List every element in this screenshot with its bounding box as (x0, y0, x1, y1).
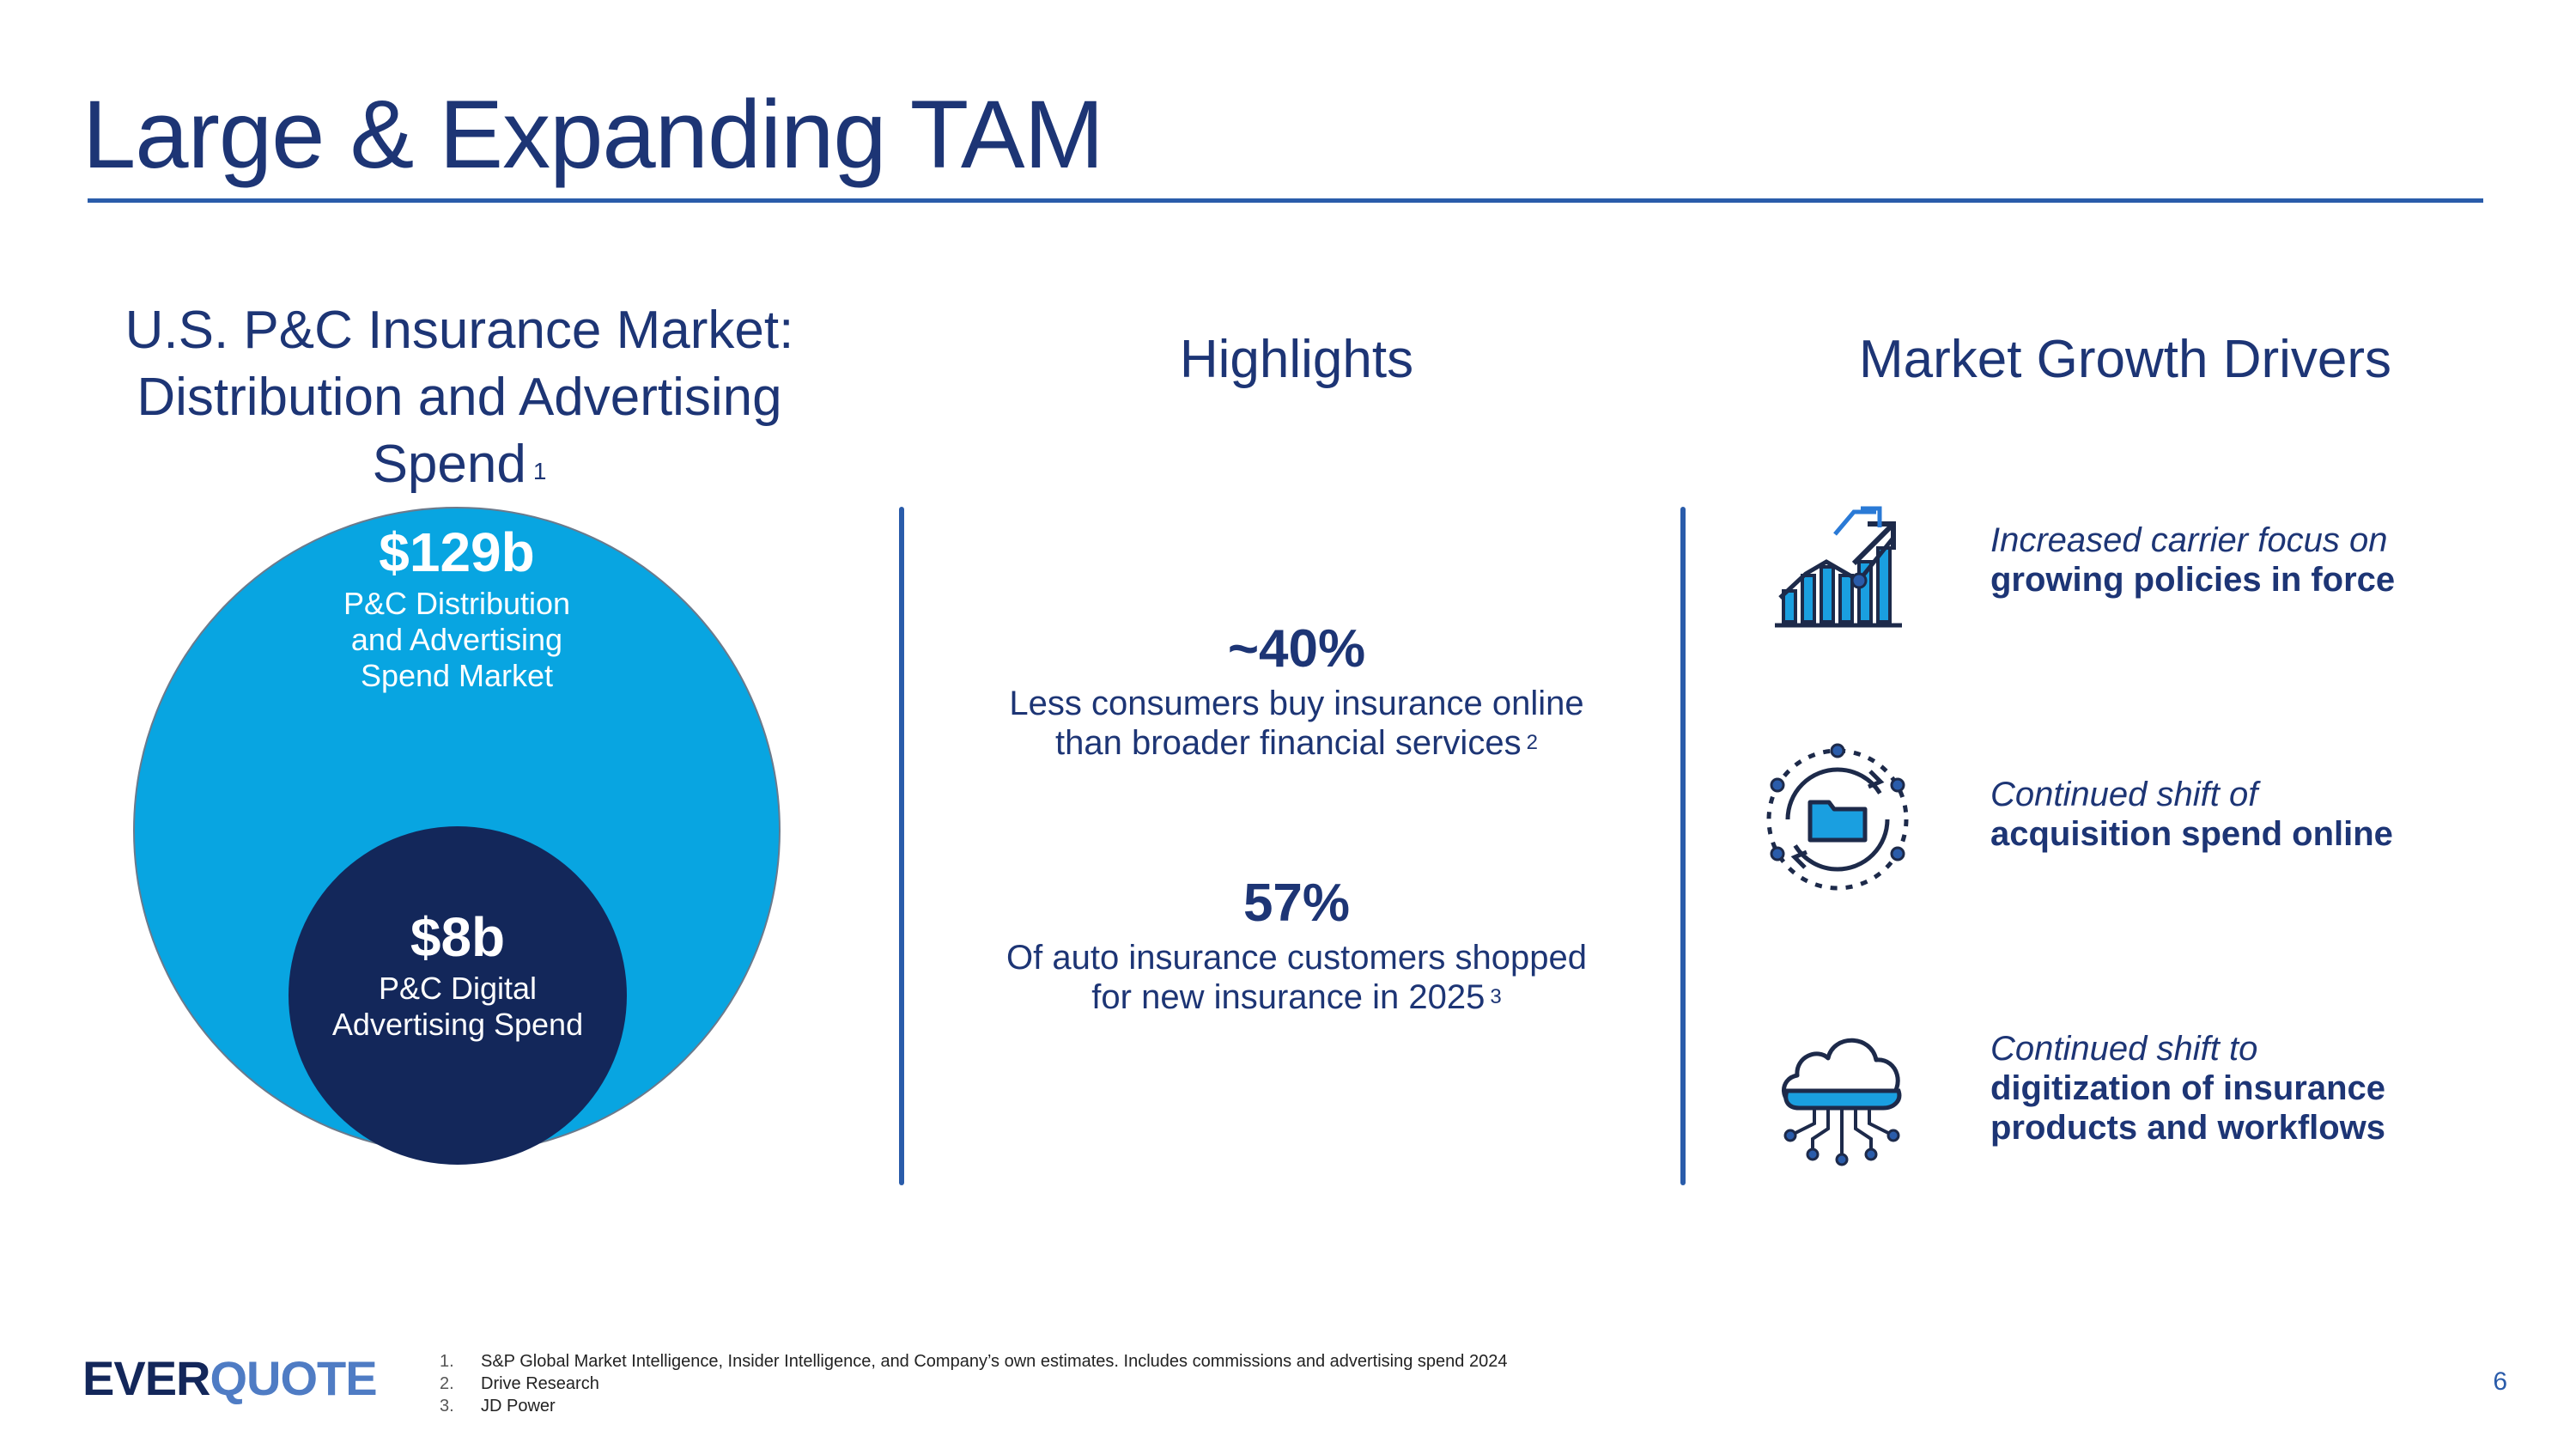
driver-3-bold-2: products and workflows (1990, 1109, 2386, 1147)
footnote-1: 1. S&P Global Market Intelligence, Inside… (440, 1352, 1508, 1371)
inner-circle-text: $8b P&C Digital Advertising Spend (297, 904, 618, 1043)
driver-3-text: Continued shift to digitization of insur… (1990, 1029, 2385, 1148)
outer-circle-label-1: P&C Distribution (343, 586, 571, 621)
driver-1-bold-1: growing policies in force (1990, 561, 2396, 599)
cloud-network-icon (1782, 1038, 1902, 1166)
driver-2-italic: Continued shift of (1990, 776, 2258, 813)
outer-circle-value: $129b (379, 521, 535, 583)
title-underline (88, 198, 2483, 203)
inner-circle-label-1: P&C Digital (378, 971, 538, 1006)
divider-right (1680, 507, 1686, 1185)
footnotes: 1. S&P Global Market Intelligence, Inside… (440, 1350, 1507, 1417)
driver-3-italic: Continued shift to (1990, 1030, 2258, 1068)
footnote-2: 2. Drive Research (440, 1374, 599, 1393)
folder-cycle-icon (1766, 743, 1909, 891)
highlight-desc-1-line-1: Less consumers buy insurance online (1009, 685, 1584, 722)
highlight-desc-2-line-2: for new insurance in 2025 (1091, 978, 1485, 1016)
inner-circle-value: $8b (410, 906, 506, 968)
driver-2-text: Continued shift of acquisition spend onl… (1990, 775, 2393, 854)
market-heading: U.S. P&C Insurance Market: Distribution … (60, 297, 859, 498)
page-title: Large & Expanding TAM (82, 81, 1104, 188)
drivers-heading: Market Growth Drivers (1858, 330, 2392, 389)
growth-chart-icon (1775, 506, 1902, 628)
highlight-value-1: ~40% (1227, 619, 1366, 679)
driver-1-italic: Increased carrier focus on (1990, 521, 2388, 559)
footnote-ref-1: 1 (532, 458, 547, 484)
outer-circle-label-3: Spend Market (360, 658, 554, 693)
highlight-stat-1: ~40% Less consumers buy insurance online… (945, 615, 1649, 763)
everquote-logo: EVERQUOTE (82, 1351, 378, 1405)
highlight-desc-1-line-2: than broader financial services (1055, 724, 1522, 762)
divider-left (899, 507, 904, 1185)
market-heading-line-1: U.S. P&C Insurance Market: (125, 301, 794, 360)
highlight-desc-2-line-1: Of auto insurance customers shopped (1006, 939, 1587, 977)
driver-2-bold-1: acquisition spend online (1990, 815, 2393, 853)
highlight-stat-2: 57% Of auto insurance customers shopped … (945, 869, 1649, 1017)
footnote-ref-2: 2 (1526, 731, 1538, 754)
driver-3-bold-1: digitization of insurance (1990, 1069, 2386, 1107)
inner-circle-label-2: Advertising Spend (331, 1007, 584, 1042)
driver-1-text: Increased carrier focus on growing polic… (1990, 521, 2395, 600)
highlights-heading: Highlights (1179, 330, 1414, 389)
market-heading-line-3: Spend (372, 435, 526, 494)
footnote-ref-3: 3 (1490, 985, 1502, 1008)
outer-circle-label-2: and Advertising (350, 622, 563, 657)
inner-market-circle (289, 826, 627, 1165)
footnote-3: 3. JD Power (440, 1397, 556, 1416)
page-number: 6 (2493, 1367, 2507, 1396)
outer-circle-text: $129b P&C Distribution and Advertising S… (283, 519, 630, 694)
highlight-value-2: 57% (1242, 874, 1351, 933)
market-heading-line-2: Distribution and Advertising (137, 368, 782, 427)
